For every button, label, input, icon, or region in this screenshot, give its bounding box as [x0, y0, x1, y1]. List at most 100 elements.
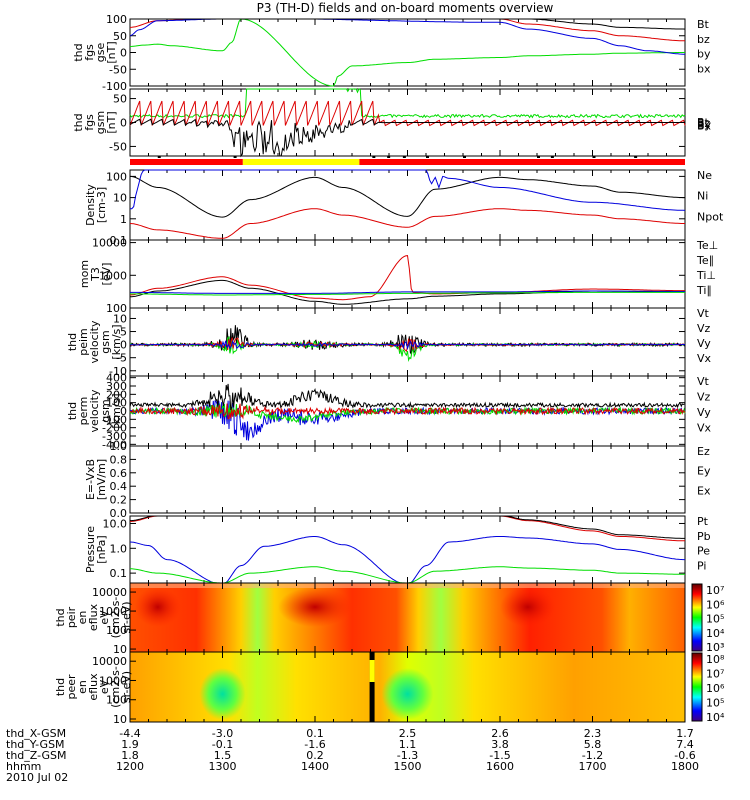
ylabel-7: E=-VxB	[84, 459, 97, 500]
xaxis-value: 5.8	[584, 738, 602, 751]
ylabel-10: thd	[54, 678, 67, 696]
legend-0: bz	[697, 33, 710, 46]
ytick-label-0: 0	[120, 47, 127, 60]
ytick-label-4: 10000	[92, 237, 127, 250]
ylabel-10: sr-eV)	[120, 671, 133, 703]
series-Bt-gsm	[129, 118, 685, 158]
ylabel-10: (cm2-s-	[109, 666, 122, 708]
ylabel-1: thd	[72, 113, 85, 131]
xaxis-value: 0.2	[306, 749, 324, 762]
ytick-label-4: 1000	[99, 269, 127, 282]
panel-frame-7	[129, 445, 686, 514]
legend-8: Pt	[697, 515, 709, 528]
legend-3: Ni	[697, 190, 708, 203]
series-Pt-8	[130, 515, 685, 539]
legend-0: by	[697, 48, 711, 61]
ytick-label-6: 100	[106, 397, 127, 410]
ylabel-1: fgs	[83, 114, 96, 131]
xaxis-value: -0.6	[674, 749, 695, 762]
xaxis-value: 7.4	[676, 738, 694, 751]
xaxis-value: 1.5	[214, 749, 232, 762]
legend-6: Vt	[697, 375, 710, 388]
xaxis-row-label: thd_Y-GSM	[6, 738, 65, 751]
ylabel-9: en	[76, 611, 89, 625]
xaxis-value: 3.8	[491, 738, 509, 751]
ylabel-9: peir	[65, 606, 78, 628]
ylabel-9: (cm2-s-	[109, 597, 122, 639]
ytick-label-1: 50	[113, 93, 127, 106]
mode-bar-mark	[592, 156, 596, 158]
ylabel-1: [nT]	[105, 111, 118, 133]
series-Vy-peim	[129, 335, 684, 362]
colorbar-label-9: 10⁵	[706, 613, 724, 626]
ylabel-8: Pressure	[84, 526, 97, 573]
ylabel-1: gsm	[94, 111, 107, 134]
ylabel-8: [nPa]	[95, 535, 108, 563]
mode-bar-mark	[426, 156, 429, 158]
xaxis-value: 1200	[116, 760, 144, 773]
series-Npot-3	[130, 169, 686, 211]
legend-5: Vx	[697, 352, 712, 365]
mode-bar-mark	[537, 156, 540, 158]
ylabel-9: thd	[54, 608, 67, 626]
ylabel-10: peer	[65, 674, 78, 700]
legend-1: Bt	[697, 116, 710, 129]
panel-frame-4	[129, 239, 686, 309]
xaxis-value: 1800	[671, 760, 699, 773]
xaxis-value: 1.9	[121, 738, 139, 751]
colorbar-label-10: 10⁶	[706, 682, 725, 695]
ylabel-4: [eV]	[100, 263, 113, 286]
ylabel-0: [nT]	[105, 41, 118, 63]
xaxis-value: 1.1	[399, 738, 417, 751]
ytick-label-6: 300	[106, 380, 127, 393]
series-Bt-0	[130, 18, 686, 30]
ytick-label-3: 100	[106, 170, 127, 183]
legend-6: Vz	[697, 391, 711, 404]
spectrogram-core	[134, 587, 181, 627]
ytick-label-10: 1000	[99, 674, 127, 687]
legend-3: Npot	[697, 210, 724, 223]
ytick-label-0: -50	[109, 63, 127, 76]
ylabel-9: eflux	[87, 603, 100, 631]
ytick-label-7: 0.8	[110, 453, 128, 466]
series-Ti⊥-4	[130, 290, 685, 294]
ylabel-6: velocity	[88, 389, 101, 432]
xaxis-value: 1400	[301, 760, 329, 773]
spectrogram-blob	[381, 668, 434, 720]
ylabel-6: perm	[77, 397, 90, 426]
spectrogram-peir-spectrogram	[130, 583, 685, 652]
legend-7: Ez	[697, 445, 710, 458]
ylabel-6: thd	[66, 402, 79, 420]
ytick-label-9: 1000	[99, 605, 127, 618]
ylabel-10: eflux	[87, 673, 100, 701]
series-Bz-gsm	[129, 100, 686, 127]
ytick-label-5: 10	[113, 312, 127, 325]
panel-frame-8	[129, 515, 686, 584]
ytick-label-1: 0	[120, 117, 127, 130]
legend-6: Vy	[697, 406, 711, 419]
ytick-label-5: 0	[120, 339, 127, 352]
legend-6: Vx	[697, 422, 712, 435]
ytick-label-3: 1	[120, 213, 127, 226]
spectrogram-core	[278, 587, 352, 627]
ylabel-10: eV	[98, 679, 111, 694]
legend-5: Vt	[697, 307, 710, 320]
xaxis-value: 1.7	[676, 727, 694, 740]
xaxis-value: -0.1	[212, 738, 233, 751]
mode-bar-segment	[242, 159, 360, 165]
xaxis-value: -4.4	[119, 727, 140, 740]
mode-bar-mark	[233, 156, 237, 158]
ylabel-3: [cm-3]	[95, 187, 108, 223]
ytick-label-6: 200	[106, 388, 127, 401]
colorbar-label-9: 10⁷	[706, 584, 724, 597]
xaxis-value: 1300	[209, 760, 237, 773]
colorbar-9	[691, 583, 703, 652]
ytick-label-9: 10000	[92, 586, 127, 599]
legend-8: Pi	[697, 559, 706, 572]
ytick-label-7: 0.4	[110, 480, 128, 493]
ylabel-10: en	[76, 680, 89, 694]
legend-1: Bz	[697, 117, 711, 130]
mode-bar-segment	[130, 159, 243, 165]
legend-4: Te⊥	[696, 239, 718, 252]
